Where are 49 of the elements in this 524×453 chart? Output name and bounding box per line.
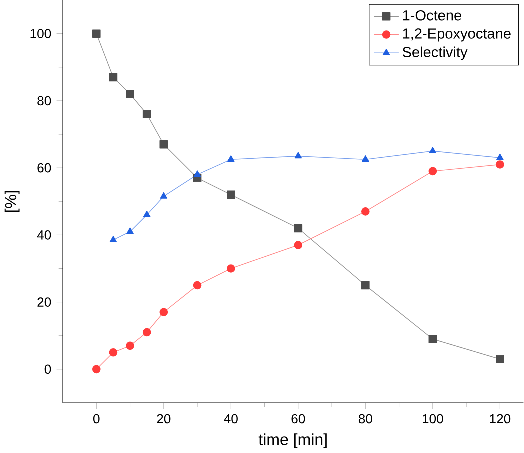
y-tick-label: 20: [38, 297, 52, 307]
y-tick-label: 80: [38, 96, 52, 106]
point: [160, 308, 168, 316]
x-tick-label: 60: [292, 414, 306, 424]
point: [362, 281, 370, 290]
legend-label: 1-Octene: [403, 10, 462, 21]
x-tick-label: 20: [157, 414, 171, 424]
y-axis-title: [%]: [4, 191, 20, 212]
point: [428, 167, 438, 176]
point: [109, 73, 118, 82]
point: [294, 152, 302, 158]
y-tick-label: 60: [38, 163, 52, 173]
x-tick-label: 40: [224, 414, 238, 424]
point: [294, 224, 303, 232]
point: [110, 236, 118, 242]
point: [294, 240, 303, 250]
point: [194, 170, 202, 177]
point: [496, 160, 504, 169]
x-axis-title: time [min]: [258, 433, 327, 448]
point: [143, 210, 151, 218]
point: [193, 281, 202, 290]
point: [228, 155, 235, 162]
point: [92, 29, 101, 38]
point: [362, 155, 370, 162]
point: [227, 264, 236, 273]
point: [92, 365, 101, 374]
point: [126, 227, 134, 234]
point: [496, 355, 504, 364]
point: [109, 348, 118, 357]
legend-label: 1,2-Epoxyoctane: [403, 28, 511, 42]
point: [142, 110, 152, 118]
point: [160, 192, 168, 199]
legend-label: Selectivity: [402, 46, 468, 60]
point: [227, 190, 236, 199]
x-tick-label: 0: [94, 414, 100, 424]
point: [126, 342, 134, 350]
point: [160, 140, 168, 149]
point: [142, 328, 152, 336]
x-tick-label: 120: [490, 414, 511, 424]
x-tick-label: 80: [358, 414, 372, 424]
y-tick-label: 0: [44, 364, 52, 374]
point: [126, 90, 134, 98]
point: [496, 154, 504, 160]
point: [362, 207, 370, 216]
y-tick-label: 40: [37, 230, 52, 240]
point: [428, 334, 438, 344]
y-tick-label: 100: [30, 28, 52, 38]
x-tick-label: 100: [422, 414, 444, 424]
point: [429, 146, 437, 154]
